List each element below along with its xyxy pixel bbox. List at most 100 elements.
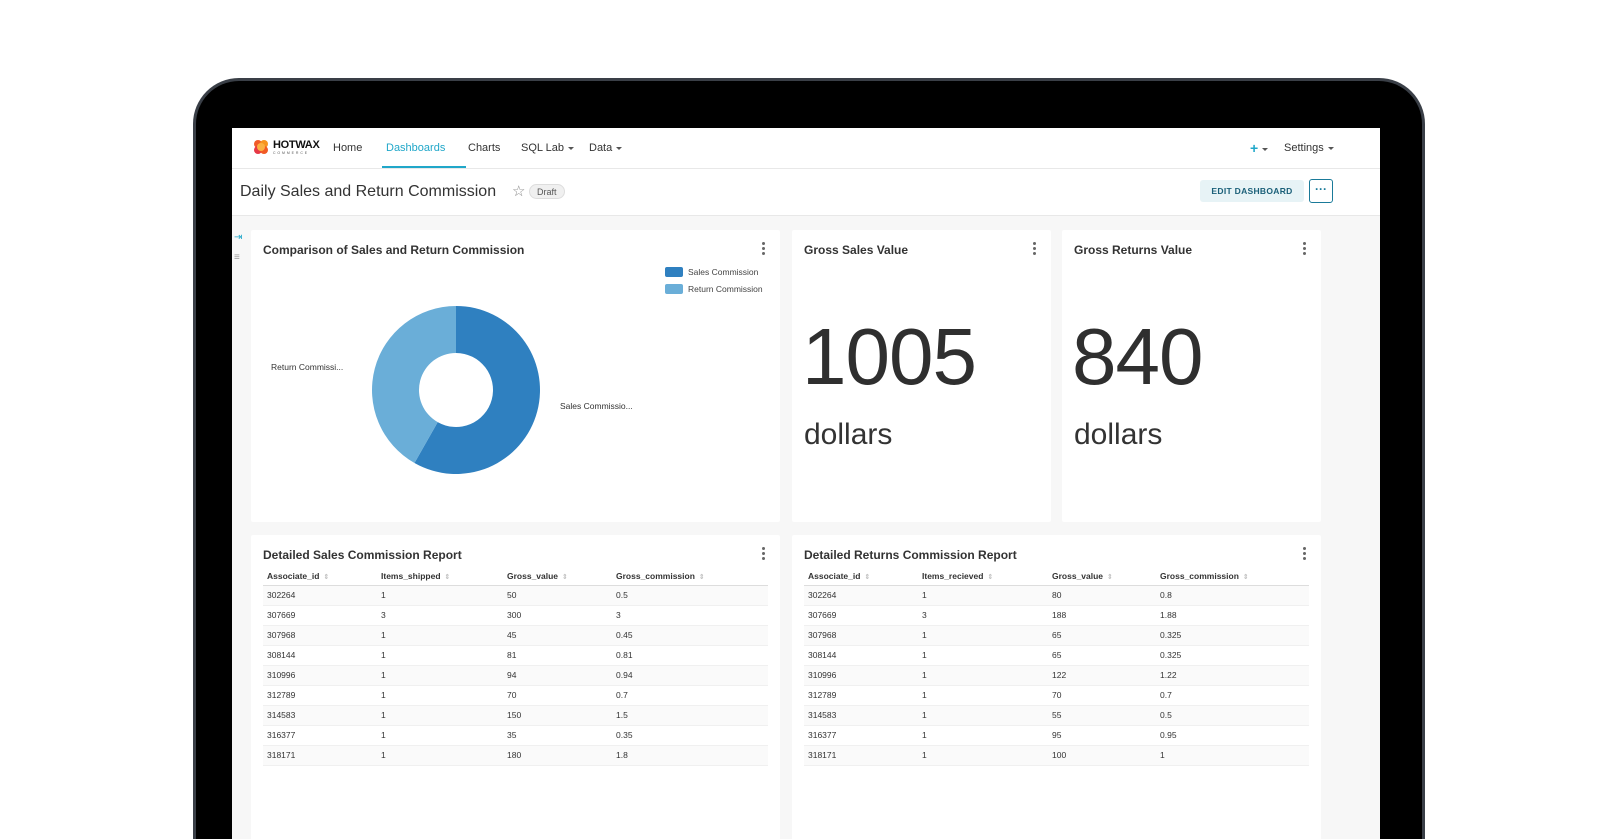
table-cell: 1 <box>918 665 1048 686</box>
sort-icon[interactable]: ⇕ <box>864 574 871 582</box>
table-cell: 316377 <box>804 725 918 746</box>
more-options-button[interactable]: ··· <box>1309 179 1333 203</box>
returns-table-title: Detailed Returns Commission Report <box>804 548 1017 562</box>
dashboard-header: Daily Sales and Return Commission ☆ Draf… <box>232 169 1380 216</box>
filter-icon[interactable]: ≡ <box>234 252 240 263</box>
table-cell: 1 <box>377 645 503 666</box>
table-cell: 307669 <box>804 605 918 626</box>
card-menu-icon[interactable] <box>1303 547 1307 561</box>
settings-menu[interactable]: Settings <box>1284 128 1334 169</box>
legend-item-return[interactable]: Return Commission <box>665 280 763 297</box>
table-cell: 1 <box>377 725 503 746</box>
nav-sql-lab[interactable]: SQL Lab <box>521 128 575 169</box>
table-row: 307968 1 65 0.325 <box>804 625 1309 646</box>
table-cell: 50 <box>503 585 612 606</box>
draft-badge[interactable]: Draft <box>529 184 565 199</box>
table-cell: 307968 <box>263 625 377 646</box>
app-screen: HOTWAX COMMERCE Home Dashboards Charts S… <box>232 128 1380 839</box>
gross-returns-number: 840 <box>1072 312 1203 401</box>
table-cell: 1.5 <box>612 705 768 726</box>
nav-data-label: Data <box>589 142 613 154</box>
column-header-label: Gross_commission <box>1160 571 1239 582</box>
table-cell: 0.5 <box>1156 705 1309 726</box>
gross-returns-card: Gross Returns Value 840 dollars <box>1062 230 1321 522</box>
nav-sql-lab-label: SQL Lab <box>521 142 565 154</box>
sales-table: Associate_id ⇕ Items_shipped ⇕ Gross_value ⇕ G… <box>263 568 768 766</box>
column-header[interactable]: Items_recieved ⇕ <box>918 568 1048 586</box>
card-menu-icon[interactable] <box>762 242 766 256</box>
column-header-label: Items_shipped <box>381 571 441 582</box>
table-cell: 318171 <box>804 745 918 766</box>
sales-table-title: Detailed Sales Commission Report <box>263 548 462 562</box>
table-cell: 3 <box>377 605 503 626</box>
legend-item-sales[interactable]: Sales Commission <box>665 263 763 280</box>
table-row: 302264 1 50 0.5 <box>263 585 768 606</box>
logo-subtext: COMMERCE <box>273 151 310 156</box>
table-cell: 1.8 <box>612 745 768 766</box>
table-cell: 1 <box>377 585 503 606</box>
table-cell: 70 <box>503 685 612 706</box>
top-navbar: HOTWAX COMMERCE Home Dashboards Charts S… <box>232 128 1380 169</box>
column-header[interactable]: Gross_value ⇕ <box>1048 568 1156 586</box>
sort-icon[interactable]: ⇕ <box>444 574 451 582</box>
table-cell: 1 <box>918 745 1048 766</box>
column-header[interactable]: Gross_value ⇕ <box>503 568 612 586</box>
table-cell: 95 <box>1048 725 1156 746</box>
table-cell: 1 <box>918 645 1048 666</box>
nav-data[interactable]: Data <box>589 128 623 169</box>
column-header[interactable]: Items_shipped ⇕ <box>377 568 503 586</box>
sort-icon[interactable]: ⇕ <box>1107 574 1113 582</box>
table-cell: 1 <box>918 585 1048 606</box>
expand-filters-icon[interactable]: ⇥ <box>234 232 243 243</box>
sort-icon[interactable]: ⇕ <box>1242 574 1249 582</box>
table-cell: 55 <box>1048 705 1156 726</box>
table-row: 307968 1 45 0.45 <box>263 625 768 646</box>
table-row: 308144 1 65 0.325 <box>804 645 1309 666</box>
legend-label: Return Commission <box>688 283 763 294</box>
table-cell: 45 <box>503 625 612 646</box>
column-header[interactable]: Gross_commission ⇕ <box>612 568 768 586</box>
table-cell: 0.8 <box>1156 585 1309 606</box>
card-menu-icon[interactable] <box>1033 242 1037 256</box>
table-cell: 1 <box>1156 745 1309 766</box>
column-header[interactable]: Gross_commission ⇕ <box>1156 568 1309 586</box>
table-cell: 0.325 <box>1156 625 1309 646</box>
nav-home[interactable]: Home <box>333 142 363 154</box>
chevron-down-icon <box>1262 147 1269 151</box>
nav-charts[interactable]: Charts <box>468 142 501 154</box>
sales-table-card: Detailed Sales Commission Report Associa… <box>251 535 780 839</box>
table-cell: 1 <box>377 625 503 646</box>
table-cell: 150 <box>503 705 612 726</box>
edit-dashboard-button[interactable]: EDIT DASHBOARD <box>1200 180 1304 202</box>
column-header[interactable]: Associate_id ⇕ <box>804 568 918 586</box>
table-cell: 300 <box>503 605 612 626</box>
sort-icon[interactable]: ⇕ <box>987 574 994 582</box>
pie-slice-sales-commission[interactable] <box>414 306 540 474</box>
logo-word: HOTWAX <box>273 139 320 152</box>
column-header-label: Items_recieved <box>922 571 984 582</box>
table-cell: 1 <box>918 725 1048 746</box>
table-cell: 316377 <box>263 725 377 746</box>
gross-returns-unit: dollars <box>1074 418 1163 451</box>
table-cell: 302264 <box>263 585 377 606</box>
pie-slice-return-commission[interactable] <box>371 306 456 464</box>
favorite-star-icon[interactable]: ☆ <box>512 183 526 200</box>
returns-table: Associate_id ⇕ Items_recieved ⇕ Gross_value ⇕… <box>804 568 1309 766</box>
pie-label-sales: Sales Commissio... <box>560 401 633 411</box>
hotwax-logo[interactable]: HOTWAX COMMERCE <box>254 139 320 157</box>
pie-card-title: Comparison of Sales and Return Commissio… <box>263 243 525 257</box>
chart-legend: Sales Commission Return Commission <box>665 263 763 297</box>
card-menu-icon[interactable] <box>762 547 766 561</box>
sort-icon[interactable]: ⇕ <box>562 574 568 582</box>
table-cell: 94 <box>503 665 612 686</box>
nav-dashboards[interactable]: Dashboards <box>386 142 446 154</box>
table-cell: 0.5 <box>612 585 768 606</box>
card-menu-icon[interactable] <box>1303 242 1307 256</box>
sort-icon[interactable]: ⇕ <box>698 574 705 582</box>
sort-icon[interactable]: ⇕ <box>323 574 330 582</box>
table-cell: 314583 <box>263 705 377 726</box>
plus-menu-button[interactable]: + <box>1250 128 1269 169</box>
gross-sales-unit: dollars <box>804 418 893 451</box>
column-header[interactable]: Associate_id ⇕ <box>263 568 377 586</box>
legend-label: Sales Commission <box>688 266 759 277</box>
